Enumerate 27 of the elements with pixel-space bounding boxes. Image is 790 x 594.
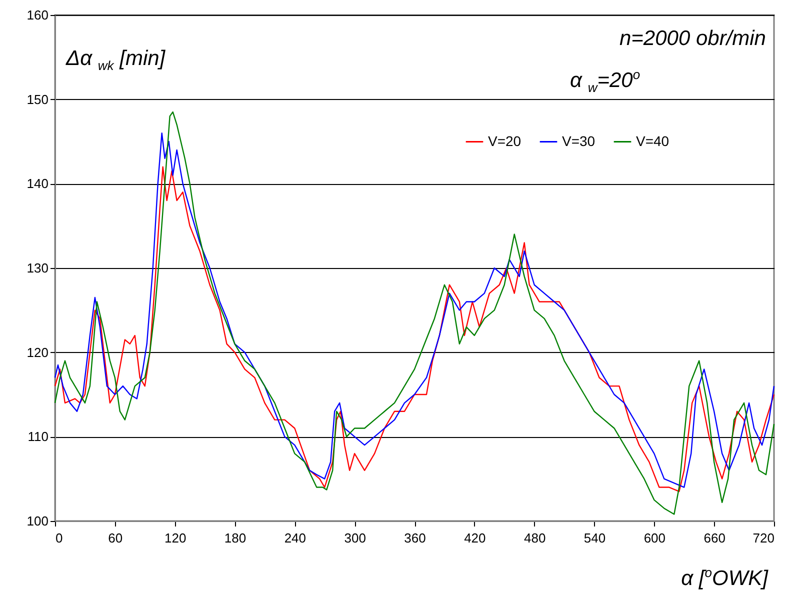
legend-label: V=30 xyxy=(562,132,596,149)
y-tick-label: 160 xyxy=(26,8,48,22)
x-tick-label: 540 xyxy=(584,530,606,546)
y-tick-label: 120 xyxy=(26,344,48,360)
x-tick-label: 180 xyxy=(224,530,246,546)
x-tick-label: 720 xyxy=(752,530,774,546)
x-axis-title: α [$^{o}$OWK] xyxy=(681,565,768,590)
legend-label: V=20 xyxy=(488,132,522,149)
x-tick-label: 240 xyxy=(284,530,306,546)
y-tick-label: 140 xyxy=(26,176,48,192)
annotation: n=2000 obr/min xyxy=(619,27,766,50)
y-tick-label: 150 xyxy=(26,92,48,107)
y-tick-label: 100 xyxy=(26,514,48,528)
y-axis-title: Δα $_{wk}$ [min] xyxy=(66,47,166,74)
y-tick-label: 130 xyxy=(26,260,48,276)
x-tick-label: 600 xyxy=(644,530,666,546)
x-tick-label: 0 xyxy=(56,530,63,546)
annotation: α $_{w}$=20$^{o}$ xyxy=(570,67,640,96)
x-tick-label: 120 xyxy=(164,530,186,546)
x-tick-label: 660 xyxy=(704,530,726,546)
legend-label: V=40 xyxy=(636,132,670,149)
y-tick-label: 110 xyxy=(28,429,48,444)
x-tick-label: 360 xyxy=(404,530,426,546)
x-tick-label: 60 xyxy=(108,530,123,546)
x-tick-label: 420 xyxy=(464,530,486,546)
x-tick-label: 300 xyxy=(344,530,366,546)
x-tick-label: 480 xyxy=(524,530,546,546)
